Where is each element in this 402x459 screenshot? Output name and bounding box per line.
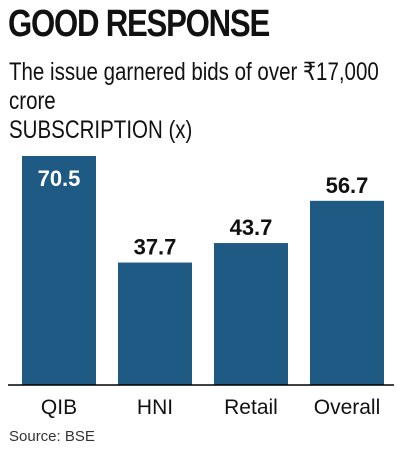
- y-axis-unit-label: SUBSCRIPTION (x): [9, 116, 193, 144]
- category-label-qib: QIB: [41, 396, 77, 419]
- data-label-retail: 43.7: [230, 215, 273, 240]
- category-label-retail: Retail: [224, 396, 278, 419]
- bar-retail: [214, 243, 288, 385]
- source-note: Source: BSE: [9, 428, 95, 445]
- bar-hni: [118, 262, 192, 385]
- category-label-hni: HNI: [137, 396, 173, 419]
- bar-qib: [22, 156, 96, 385]
- category-label-overall: Overall: [314, 396, 381, 419]
- chart-subtitle: The issue garnered bids of over ₹17,000 …: [9, 58, 379, 115]
- bar-overall: [310, 200, 384, 385]
- chart-title: GOOD RESPONSE: [8, 3, 270, 45]
- data-label-overall: 56.7: [326, 173, 369, 198]
- data-label-hni: 37.7: [134, 235, 177, 260]
- data-label-qib: 70.5: [38, 166, 81, 191]
